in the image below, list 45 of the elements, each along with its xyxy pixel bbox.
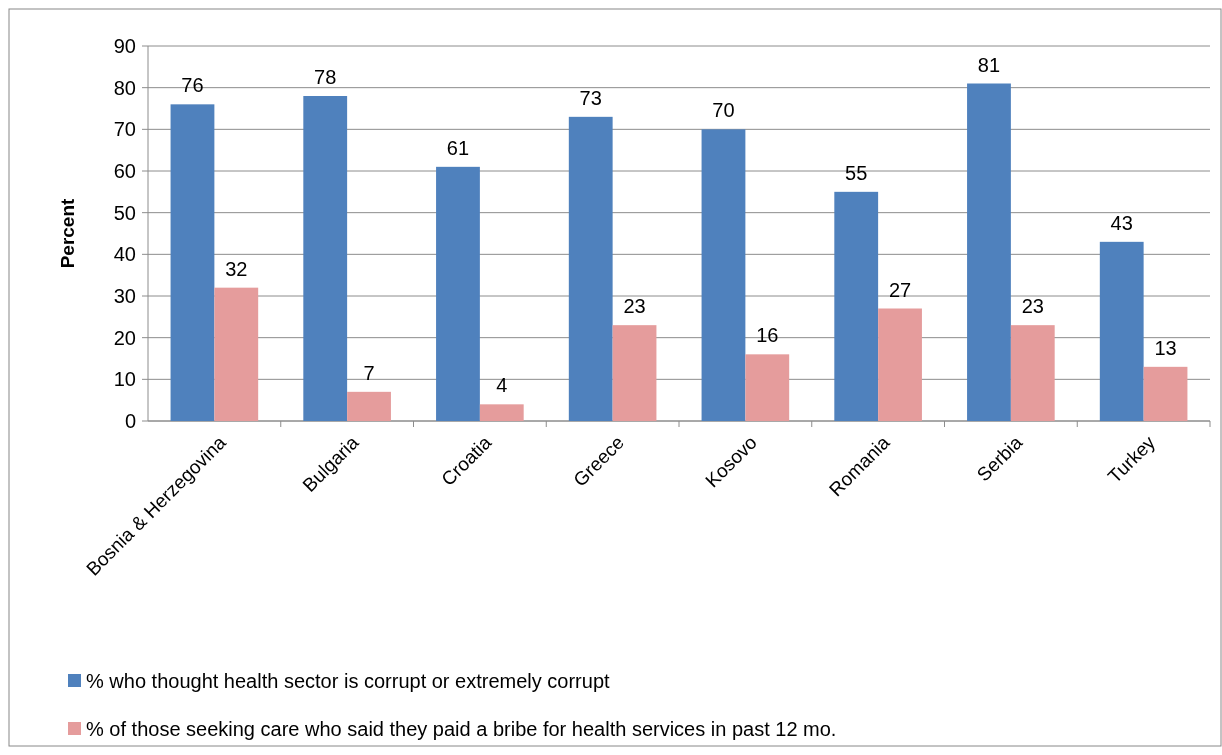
data-label: 13 xyxy=(1154,336,1177,359)
legend-label: % of those seeking care who said they paid a bribe for health services in past 12 mo. xyxy=(86,718,837,740)
data-label: 7 xyxy=(363,361,375,384)
bar xyxy=(878,308,922,421)
data-label: 76 xyxy=(181,74,204,97)
bar xyxy=(701,129,746,421)
y-tick-label: 70 xyxy=(113,118,136,141)
data-label: 23 xyxy=(1021,295,1044,318)
y-tick-label: 20 xyxy=(113,326,136,349)
bar xyxy=(967,83,1011,421)
y-axis-title: Percent xyxy=(57,197,78,269)
y-tick-label: 90 xyxy=(113,35,136,57)
bar xyxy=(1099,241,1144,421)
y-tick-label: 30 xyxy=(113,285,136,307)
bar xyxy=(612,325,657,421)
data-label: 23 xyxy=(623,295,646,318)
y-tick-label: 0 xyxy=(124,410,136,432)
bar xyxy=(303,96,348,421)
bar xyxy=(479,404,524,421)
y-tick-label: 10 xyxy=(113,368,136,391)
data-label: 73 xyxy=(579,86,602,109)
bar xyxy=(568,116,613,421)
y-tick-label: 60 xyxy=(113,160,136,182)
bar xyxy=(834,191,879,421)
data-label: 61 xyxy=(446,136,470,159)
y-tick-label: 80 xyxy=(113,76,136,99)
data-label: 43 xyxy=(1110,211,1133,234)
y-tick-label: 40 xyxy=(113,243,136,266)
bar xyxy=(1010,325,1055,421)
y-tick-label: 50 xyxy=(113,201,136,224)
bar xyxy=(745,354,790,421)
data-label: 81 xyxy=(977,53,1001,76)
data-label: 78 xyxy=(314,66,337,88)
bar xyxy=(214,287,259,421)
legend-label: % who thought health sector is corrupt or extremely corrupt xyxy=(86,670,611,692)
data-label: 32 xyxy=(225,257,248,280)
data-label: 70 xyxy=(712,99,735,122)
bar xyxy=(436,166,480,421)
data-label: 16 xyxy=(756,324,779,347)
data-label: 27 xyxy=(888,278,912,301)
bar xyxy=(1143,366,1188,421)
bar xyxy=(170,104,215,421)
data-label: 4 xyxy=(496,374,508,397)
data-label: 55 xyxy=(845,161,868,184)
bar xyxy=(347,391,391,421)
